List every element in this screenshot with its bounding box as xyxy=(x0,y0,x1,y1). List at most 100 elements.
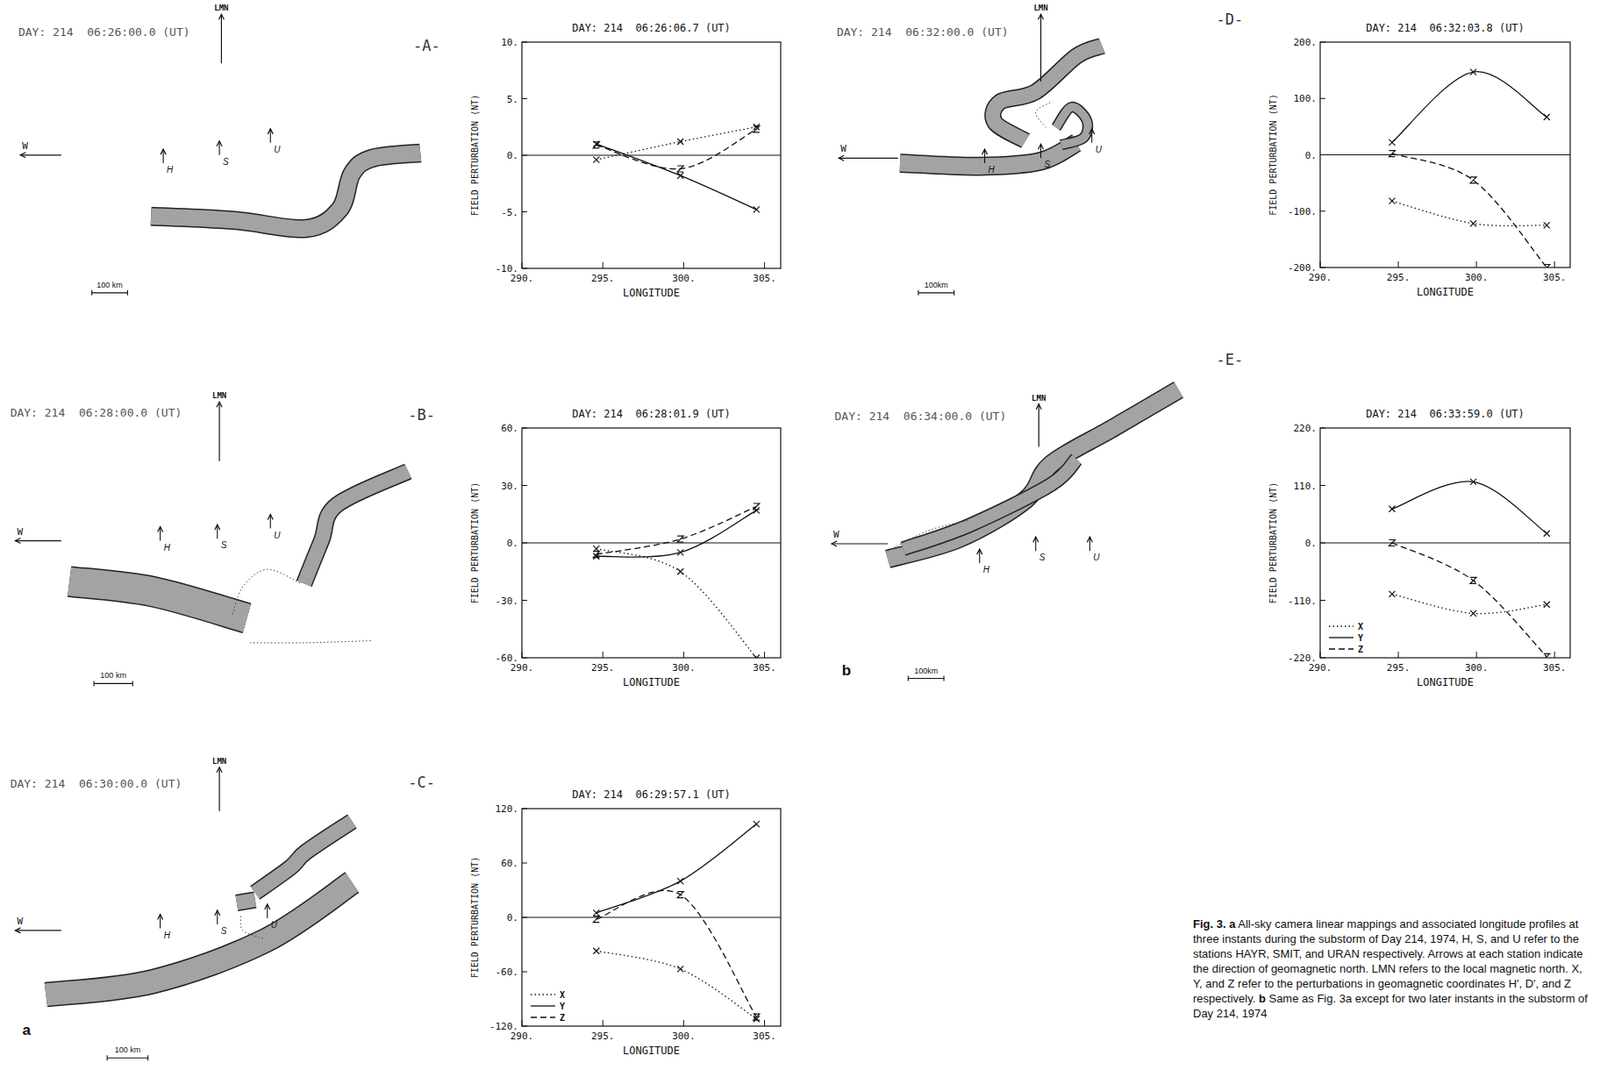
marker xyxy=(677,878,684,885)
aurora-band xyxy=(255,821,353,893)
y-tick-label: 110. xyxy=(1293,480,1318,493)
marker xyxy=(1388,540,1395,547)
station-label: H xyxy=(983,564,991,575)
x-tick-label: 295. xyxy=(1386,662,1411,674)
y-tick xyxy=(1320,267,1326,269)
marker xyxy=(592,551,600,558)
marker xyxy=(1470,177,1477,184)
series-line xyxy=(1392,71,1547,143)
series-line xyxy=(1392,481,1547,534)
scale-label: 100 km xyxy=(96,280,123,290)
zero-line xyxy=(521,542,781,544)
caption-text: b xyxy=(1258,992,1266,1006)
aurora-outline xyxy=(69,581,247,619)
y-tick xyxy=(1320,485,1326,486)
arrow-head xyxy=(1086,536,1093,543)
chart-title: DAY: 214 06:32:03.8 (UT) xyxy=(1365,21,1525,35)
x-tick xyxy=(1476,261,1478,268)
chart-title: DAY: 214 06:29:57.1 (UT) xyxy=(571,788,731,801)
station-arrow xyxy=(216,910,218,925)
line-chart: DAY: 214 06:28:01.9 (UT)-60.-30.0.30.60.… xyxy=(470,407,781,689)
arrow-head xyxy=(977,549,983,555)
y-axis-title: FIELD PERTURBATION (NT) xyxy=(470,482,480,604)
arrow-head xyxy=(831,541,837,547)
marker xyxy=(1388,198,1395,205)
legend-label: Y xyxy=(1357,633,1364,643)
y-tick-label: -110. xyxy=(1287,595,1317,608)
series-line xyxy=(1392,593,1547,614)
x-tick xyxy=(521,1020,523,1027)
x-tick xyxy=(1320,261,1322,268)
map-title: DAY: 214 06:26:00.0 (UT) xyxy=(18,25,191,39)
plot-frame xyxy=(521,42,781,269)
x-tick xyxy=(1398,651,1400,658)
plot-frame xyxy=(521,428,781,658)
y-tick xyxy=(1320,428,1326,429)
marker xyxy=(753,1014,760,1021)
arrow-head xyxy=(838,155,844,161)
station-arrow xyxy=(159,914,161,929)
aurora-band xyxy=(150,152,421,229)
y-tick-label: -30. xyxy=(495,595,520,608)
arrow-head xyxy=(1089,128,1095,135)
zero-line xyxy=(521,155,781,157)
west-arrow xyxy=(831,542,888,544)
legend-label: Z xyxy=(559,1013,565,1023)
marker xyxy=(592,948,600,955)
marker xyxy=(592,142,600,149)
station-arrow xyxy=(163,149,165,164)
legend-label: X xyxy=(559,990,565,1000)
arrow-head xyxy=(267,514,273,521)
station-arrow xyxy=(270,514,272,529)
y-tick-label: -100. xyxy=(1287,206,1317,218)
sky-map: DAY: 214 06:32:00.0 (UT)LMNWHSU100km-D- xyxy=(836,3,1243,296)
y-tick xyxy=(521,600,528,601)
x-tick xyxy=(764,651,765,658)
legend-swatch xyxy=(1328,636,1354,638)
arrow-head xyxy=(982,149,988,155)
series-line xyxy=(596,143,758,210)
station-label: S xyxy=(1039,552,1046,563)
aurora-band xyxy=(1056,107,1088,145)
station-label: H xyxy=(164,542,172,553)
chart-title: DAY: 214 06:26:06.7 (UT) xyxy=(571,21,731,35)
marker xyxy=(1388,150,1395,158)
west-label: W xyxy=(840,142,847,155)
marker xyxy=(1388,139,1395,146)
station-label: U xyxy=(1092,552,1100,563)
marker xyxy=(677,965,684,972)
x-axis-title: LONGITUDE xyxy=(1416,676,1474,689)
data-group xyxy=(592,123,760,213)
arrow-head xyxy=(157,914,164,921)
y-tick xyxy=(1320,600,1326,601)
aurora-outline xyxy=(1056,107,1088,145)
legend: XYZ xyxy=(530,990,565,1023)
x-tick xyxy=(1320,651,1322,658)
chart-title: DAY: 214 06:28:01.9 (UT) xyxy=(571,407,731,421)
plot-frame xyxy=(1320,428,1571,658)
y-tick-label: 5. xyxy=(507,93,519,106)
aurora-outline xyxy=(150,152,421,229)
y-tick-label: -60. xyxy=(495,966,520,979)
x-axis-title: LONGITUDE xyxy=(622,676,680,689)
marker xyxy=(677,172,684,179)
marker xyxy=(1543,601,1550,608)
north-arrow xyxy=(219,767,221,812)
aurora-outline xyxy=(236,900,256,903)
line-chart: DAY: 214 06:29:57.1 (UT)-120.-60.0.60.12… xyxy=(470,788,781,1058)
x-tick xyxy=(521,651,523,658)
map-title: DAY: 214 06:30:00.0 (UT) xyxy=(10,777,183,791)
map-title: DAY: 214 06:34:00.0 (UT) xyxy=(835,409,1008,423)
station-label: S xyxy=(221,540,228,550)
marker xyxy=(1470,610,1477,617)
north-label: LMN xyxy=(1033,3,1048,13)
zero-line xyxy=(521,917,781,919)
data-group xyxy=(592,503,760,658)
station-label: S xyxy=(221,926,228,936)
station-arrow xyxy=(978,549,980,564)
y-tick-label: 30. xyxy=(500,480,519,493)
y-tick xyxy=(521,268,528,270)
series-line xyxy=(596,890,758,1017)
figure: DAY: 214 06:26:00.0 (UT)LMNWHSU100 km-A-… xyxy=(0,0,1600,1077)
map-title: DAY: 214 06:28:00.0 (UT) xyxy=(10,406,183,420)
